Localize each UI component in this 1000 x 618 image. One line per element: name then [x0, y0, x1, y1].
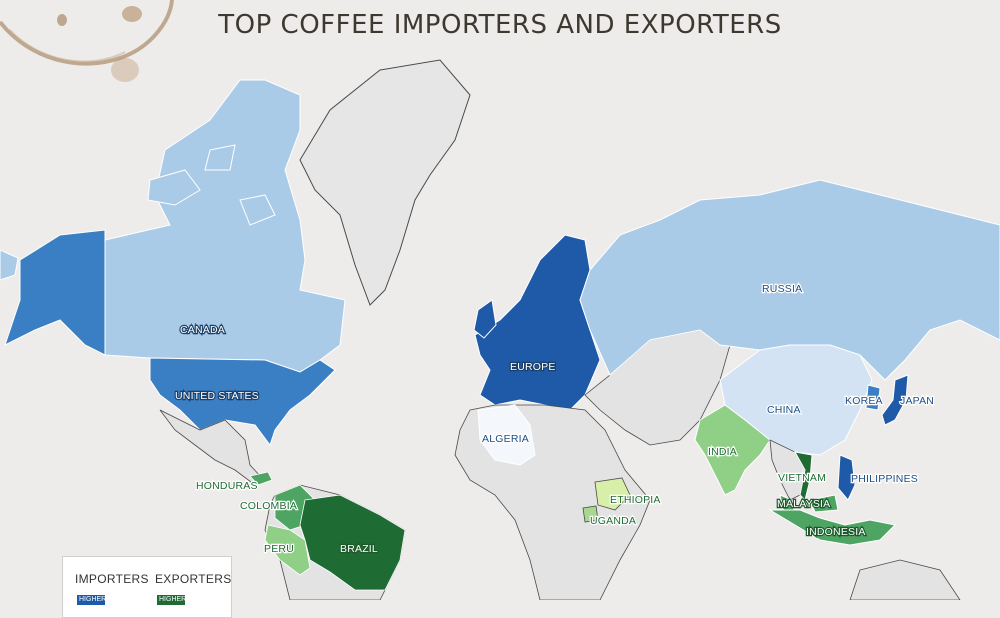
uk-shape: [473, 299, 497, 339]
label-russia: RUSSIA: [762, 283, 802, 295]
label-ethiopia: ETHIOPIA: [610, 494, 661, 506]
philippines-shape[interactable]: [837, 454, 856, 501]
legend-exporters-label: EXPORTERS: [155, 572, 232, 586]
label-india: INDIA: [708, 446, 737, 458]
ethiopia-shape[interactable]: [594, 477, 631, 511]
legend-exporters-swatch: HIGHER: [157, 595, 186, 605]
greenland-shape: [299, 59, 471, 306]
honduras-shape[interactable]: [249, 471, 273, 486]
uganda-shape[interactable]: [582, 505, 599, 523]
map-title: TOP COFFEE IMPORTERS AND EXPORTERS: [218, 10, 782, 40]
australia-shape: [849, 559, 961, 600]
russia-shape[interactable]: [579, 179, 1000, 381]
label-malaysia: MALAYSIA: [777, 498, 830, 510]
label-canada: CANADA: [180, 324, 225, 336]
label-peru: PERU: [264, 543, 294, 555]
label-vietnam: VIETNAM: [778, 472, 826, 484]
map-legend: IMPORTERS EXPORTERS HIGHER HIGHER: [62, 556, 232, 618]
label-philippines: PHILIPPINES: [851, 473, 918, 485]
label-japan: JAPAN: [900, 395, 934, 407]
japan-shape[interactable]: [881, 374, 909, 426]
coffee-stain-decoration: [0, 0, 174, 82]
label-colombia: COLOMBIA: [240, 500, 297, 512]
label-china: CHINA: [767, 404, 801, 416]
legend-importers-swatch: HIGHER: [77, 595, 106, 605]
label-brazil: BRAZIL: [340, 543, 378, 555]
indonesia-shape[interactable]: [768, 509, 897, 546]
brazil-shape[interactable]: [299, 494, 406, 591]
legend-importers-label: IMPORTERS: [75, 572, 149, 586]
korea-shape[interactable]: [865, 384, 881, 411]
label-korea: KOREA: [845, 395, 883, 407]
united-states-shape[interactable]: [149, 357, 336, 447]
india-shape[interactable]: [694, 404, 771, 496]
russia-west-fragment-shape: [0, 249, 19, 281]
label-europe: EUROPE: [510, 361, 556, 373]
europe-shape[interactable]: [474, 234, 601, 411]
canada-islands-shape: [147, 144, 276, 226]
label-uganda: UGANDA: [590, 515, 636, 527]
algeria-shape[interactable]: [477, 404, 536, 466]
label-indonesia: INDONESIA: [806, 526, 866, 538]
label-honduras: HONDURAS: [196, 480, 258, 492]
peru-shape[interactable]: [264, 524, 311, 576]
canada-shape[interactable]: [104, 79, 346, 373]
label-united-states: UNITED STATES: [175, 390, 259, 402]
alaska-shape[interactable]: [4, 229, 106, 356]
label-algeria: ALGERIA: [482, 433, 529, 445]
world-map: CANADA UNITED STATES EUROPE RUSSIA ALGER…: [0, 0, 1000, 600]
vietnam-shape[interactable]: [794, 451, 813, 501]
